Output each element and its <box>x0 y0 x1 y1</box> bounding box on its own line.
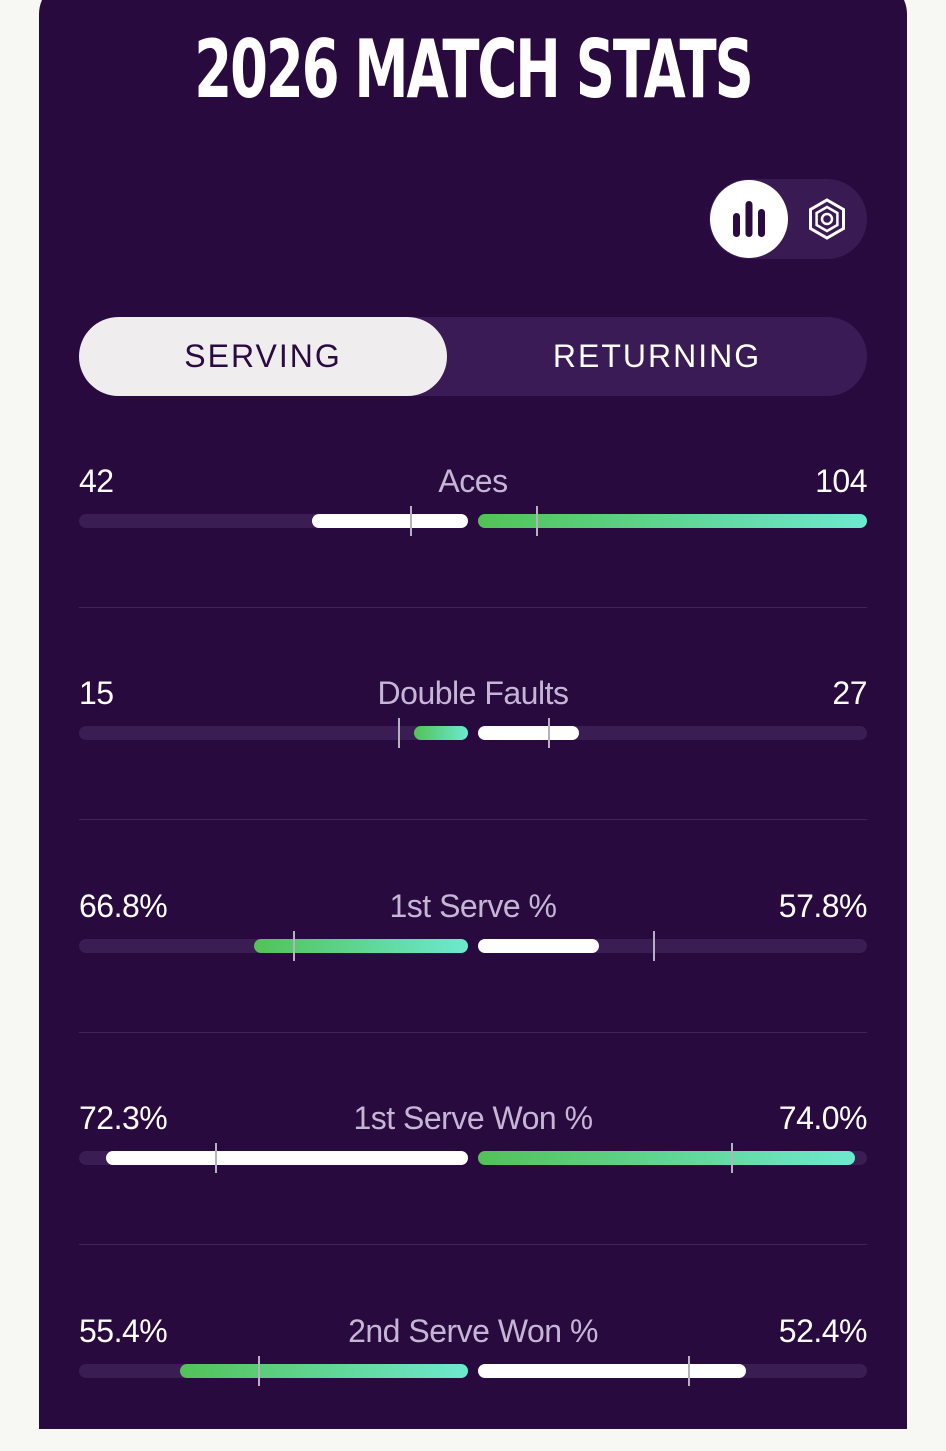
row-divider <box>79 607 867 608</box>
stat-label: 2nd Serve Won % <box>348 1313 598 1349</box>
stat-left-value: 66.8% <box>79 888 168 924</box>
stat-row: 42 Aces 104 <box>79 461 867 601</box>
stat-right-bar <box>478 726 579 740</box>
stat-right-track <box>478 718 867 748</box>
stat-left-value: 42 <box>79 463 114 499</box>
tab-returning[interactable]: RETURNING <box>552 338 762 374</box>
settings-view-button[interactable] <box>788 180 866 258</box>
stat-left-average-marker <box>258 1356 260 1386</box>
stats-tabs: SERVING RETURNING <box>79 317 867 396</box>
stat-left-track <box>79 931 468 961</box>
stat-label: Double Faults <box>377 675 569 711</box>
hexagon-settings-icon <box>809 198 845 240</box>
stat-left-average-marker <box>398 718 400 748</box>
stat-right-track <box>478 931 867 961</box>
stat-left-bar <box>312 514 468 528</box>
stat-label: 1st Serve % <box>389 888 557 924</box>
stat-left-bar <box>180 1364 468 1378</box>
stat-right-bar <box>478 1151 855 1165</box>
stat-left-value: 15 <box>79 675 114 711</box>
stat-left-track <box>79 506 468 536</box>
stat-right-average-marker <box>653 931 655 961</box>
stat-right-value: 27 <box>832 675 867 711</box>
stat-right-average-marker <box>731 1143 733 1173</box>
row-divider <box>79 1244 867 1245</box>
stat-left-bar <box>254 939 468 953</box>
stat-right-track <box>478 506 867 536</box>
stat-right-value: 104 <box>815 463 867 499</box>
stat-right-track <box>478 1143 867 1173</box>
stat-right-value: 52.4% <box>778 1313 868 1349</box>
row-divider <box>79 819 867 820</box>
stat-row: 55.4% 2nd Serve Won % 52.4% <box>79 1311 868 1451</box>
stat-left-bar <box>414 726 468 740</box>
stat-row: 66.8% 1st Serve % 57.8% <box>79 886 868 1026</box>
stat-right-value: 74.0% <box>778 1100 868 1136</box>
chart-view-button[interactable] <box>710 180 788 258</box>
stat-right-average-marker <box>536 506 538 536</box>
row-divider <box>79 1032 867 1033</box>
stat-right-bar <box>478 939 599 953</box>
stat-left-track <box>79 718 468 748</box>
page-title: 2026 MATCH STATS <box>194 23 753 116</box>
stat-left-value: 72.3% <box>79 1100 168 1136</box>
stat-label: 1st Serve Won % <box>353 1100 593 1136</box>
stat-left-track <box>79 1143 468 1173</box>
stat-right-value: 57.8% <box>778 888 868 924</box>
stat-left-value: 55.4% <box>79 1313 168 1349</box>
tab-serving[interactable]: SERVING <box>79 317 447 396</box>
stat-left-average-marker <box>410 506 412 536</box>
stat-left-track <box>79 1356 468 1386</box>
stat-left-average-marker <box>293 931 295 961</box>
bar-chart-icon <box>733 201 765 237</box>
stat-right-bar <box>478 1364 746 1378</box>
stat-row: 15 Double Faults 27 <box>79 673 867 813</box>
stat-row: 72.3% 1st Serve Won % 74.0% <box>79 1098 868 1238</box>
stat-right-bar <box>478 514 867 528</box>
stat-left-average-marker <box>215 1143 217 1173</box>
stat-right-average-marker <box>688 1356 690 1386</box>
stat-right-average-marker <box>548 718 550 748</box>
stat-right-track <box>478 1356 867 1386</box>
stat-left-bar <box>106 1151 468 1165</box>
stat-label: Aces <box>438 463 508 499</box>
